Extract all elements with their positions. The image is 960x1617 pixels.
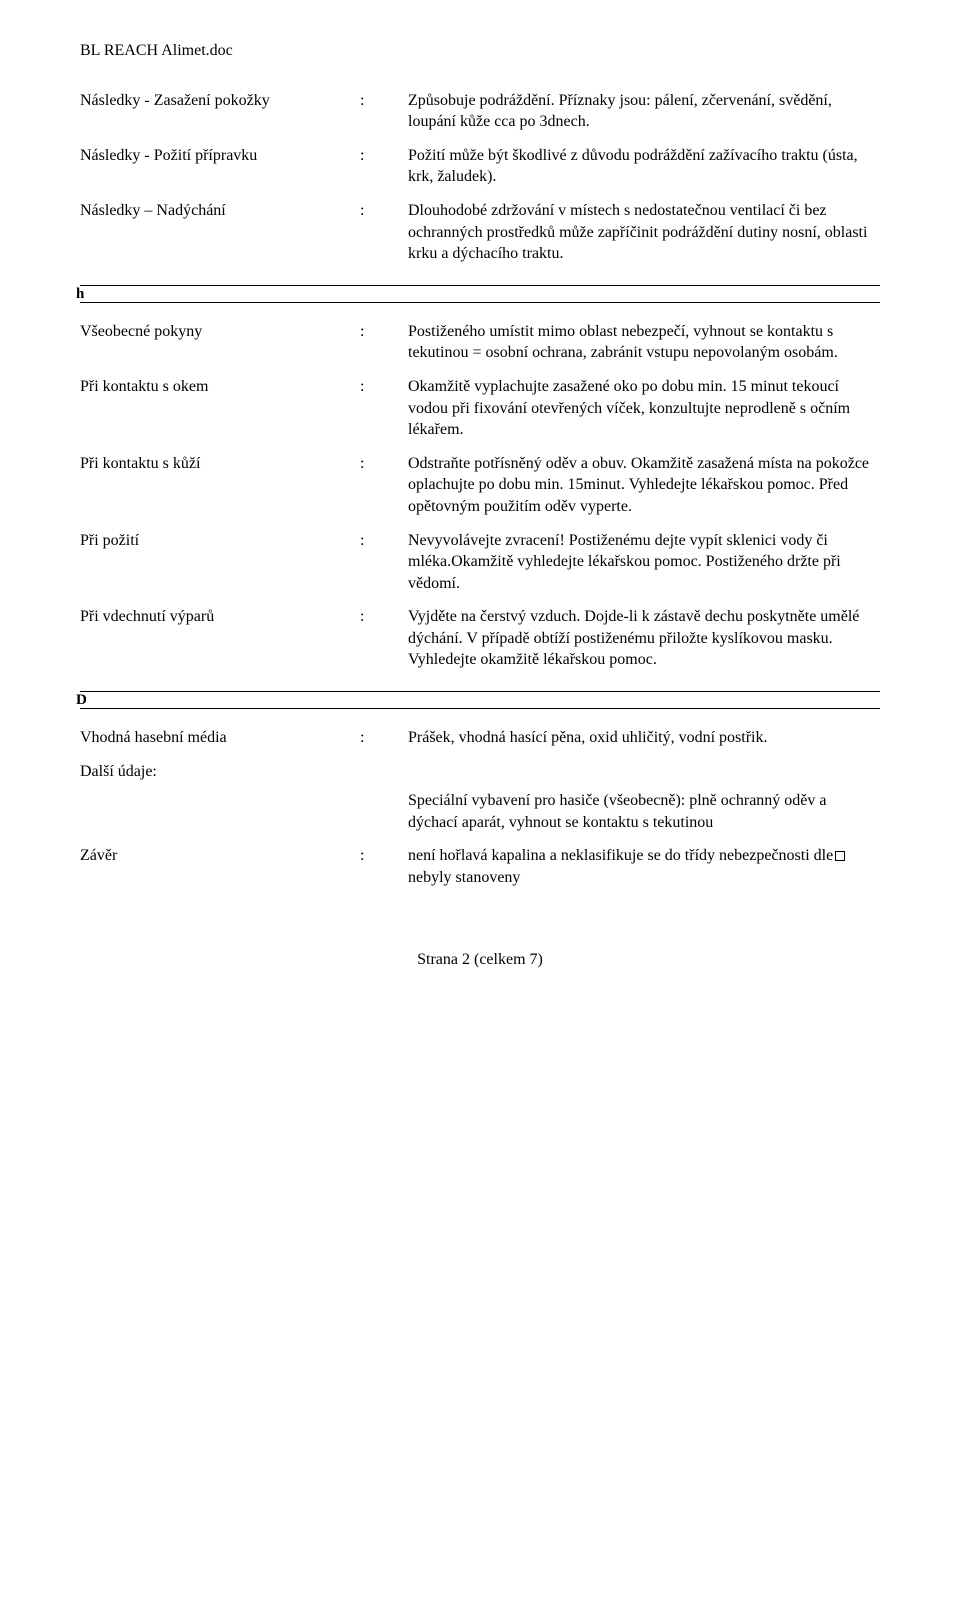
colon: : bbox=[360, 530, 378, 552]
label: Všeobecné pokyny bbox=[80, 321, 360, 343]
further-value: Speciální vybavení pro hasiče (všeobecně… bbox=[408, 790, 880, 833]
label: Při kontaktu s okem bbox=[80, 376, 360, 398]
row-skin-contact: Při kontaktu s kůží : Odstraňte potřísně… bbox=[80, 453, 880, 518]
document-header: BL REACH Alimet.doc bbox=[80, 40, 880, 62]
further-label: Další údaje: bbox=[80, 761, 880, 783]
colon: : bbox=[360, 90, 378, 112]
label: Následky - Požití přípravku bbox=[80, 145, 360, 167]
section-glyph: D bbox=[76, 690, 87, 710]
value: Vyjděte na čerstvý vzduch. Dojde-li k zá… bbox=[378, 606, 880, 671]
value: Nevyvolávejte zvracení! Postiženému dejt… bbox=[378, 530, 880, 595]
page-number: Strana 2 (celkem 7) bbox=[417, 951, 543, 968]
row-vapor: Při vdechnutí výparů : Vyjděte na čerstv… bbox=[80, 606, 880, 671]
label: Následky – Nadýchání bbox=[80, 200, 360, 222]
colon: : bbox=[360, 727, 378, 749]
colon: : bbox=[360, 321, 378, 343]
row-eye: Při kontaktu s okem : Okamžitě vyplachuj… bbox=[80, 376, 880, 441]
row-skin: Následky - Zasažení pokožky : Způsobuje … bbox=[80, 90, 880, 133]
row-inhalation: Následky – Nadýchání : Dlouhodobé zdržov… bbox=[80, 200, 880, 265]
value: Odstraňte potřísněný oděv a obuv. Okamži… bbox=[378, 453, 880, 518]
value: Postiženého umístit mimo oblast nebezpeč… bbox=[378, 321, 880, 364]
further-data-block: Další údaje: Speciální vybavení pro hasi… bbox=[80, 761, 880, 834]
value-conclusion: není hořlavá kapalina a neklasifikuje se… bbox=[378, 845, 880, 888]
conclusion-post: nebyly stanoveny bbox=[408, 869, 520, 886]
doc-title: BL REACH Alimet.doc bbox=[80, 42, 233, 59]
label: Následky - Zasažení pokožky bbox=[80, 90, 360, 112]
section-b: Všeobecné pokyny : Postiženého umístit m… bbox=[80, 321, 880, 671]
row-swallow: Při požití : Nevyvolávejte zvracení! Pos… bbox=[80, 530, 880, 595]
label: Při kontaktu s kůží bbox=[80, 453, 360, 475]
row-media: Vhodná hasební média : Prášek, vhodná ha… bbox=[80, 727, 880, 749]
colon: : bbox=[360, 453, 378, 475]
missing-char-icon bbox=[835, 851, 845, 861]
colon: : bbox=[360, 845, 378, 867]
label: Závěr bbox=[80, 845, 360, 867]
section-a: Následky - Zasažení pokožky : Způsobuje … bbox=[80, 90, 880, 265]
row-conclusion: Závěr : není hořlavá kapalina a neklasif… bbox=[80, 845, 880, 888]
row-ingestion: Následky - Požití přípravku : Požití můž… bbox=[80, 145, 880, 188]
page-footer: Strana 2 (celkem 7) bbox=[80, 949, 880, 971]
colon: : bbox=[360, 200, 378, 222]
label: Při vdechnutí výparů bbox=[80, 606, 360, 628]
section-glyph: h bbox=[76, 284, 84, 304]
colon: : bbox=[360, 606, 378, 628]
value: Požití může být škodlivé z důvodu podráž… bbox=[378, 145, 880, 188]
colon: : bbox=[360, 376, 378, 398]
section-divider-1: h bbox=[80, 285, 880, 303]
label: Při požití bbox=[80, 530, 360, 552]
section-divider-2: D bbox=[80, 691, 880, 709]
value: Způsobuje podráždění. Příznaky jsou: pál… bbox=[378, 90, 880, 133]
section-c: Vhodná hasební média : Prášek, vhodná ha… bbox=[80, 727, 880, 889]
conclusion-pre: není hořlavá kapalina a neklasifikuje se… bbox=[408, 847, 833, 864]
value: Prášek, vhodná hasící pěna, oxid uhličit… bbox=[378, 727, 880, 749]
label: Vhodná hasební média bbox=[80, 727, 360, 749]
row-general: Všeobecné pokyny : Postiženého umístit m… bbox=[80, 321, 880, 364]
value: Okamžitě vyplachujte zasažené oko po dob… bbox=[378, 376, 880, 441]
value: Dlouhodobé zdržování v místech s nedosta… bbox=[378, 200, 880, 265]
colon: : bbox=[360, 145, 378, 167]
